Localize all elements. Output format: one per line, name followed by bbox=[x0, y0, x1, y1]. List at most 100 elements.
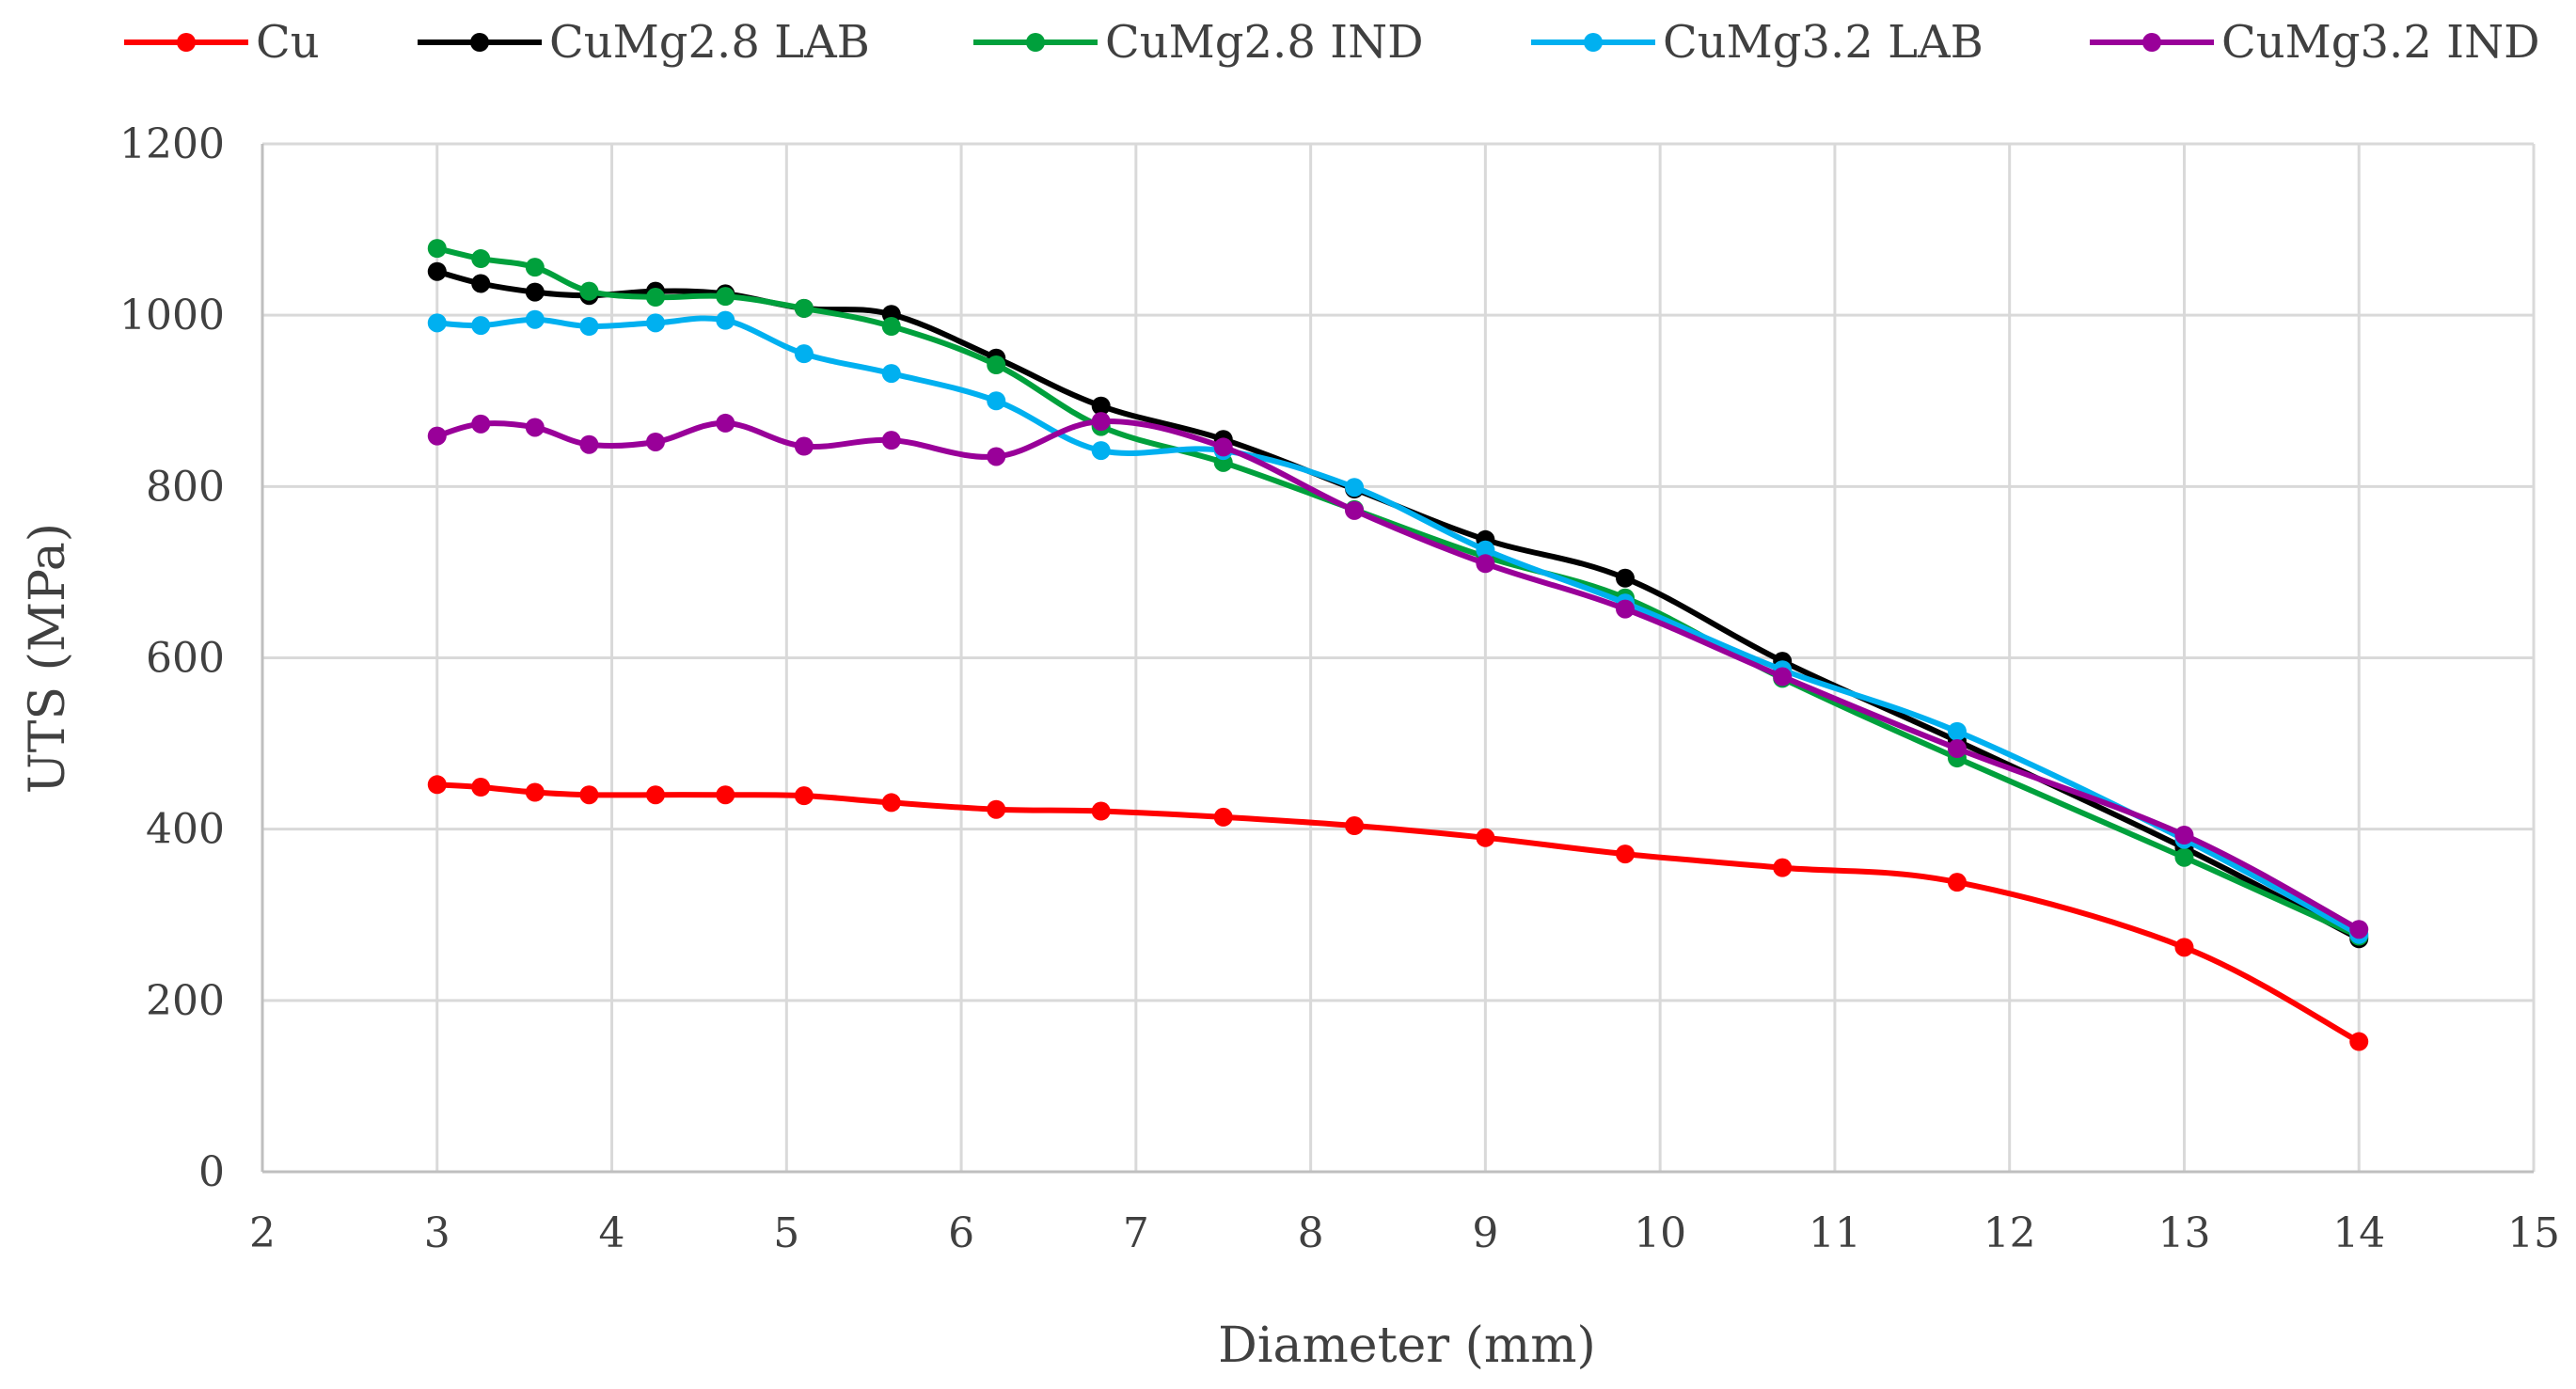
data-point-cumg2-8-ind bbox=[2174, 847, 2194, 867]
legend-item-cumg3-2-lab: CuMg3.2 LAB bbox=[1531, 16, 1983, 69]
data-point-cumg3-2-ind bbox=[1213, 437, 1233, 457]
grid bbox=[262, 142, 2536, 1172]
legend-marker-cumg2-8-lab bbox=[470, 33, 489, 52]
legend-item-cumg3-2-ind: CuMg3.2 IND bbox=[2090, 16, 2540, 69]
data-point-cumg3-2-ind bbox=[794, 436, 814, 456]
legend-label-cumg2-8-ind: CuMg2.8 IND bbox=[1105, 16, 1424, 69]
x-tick-label: 12 bbox=[1983, 1209, 2036, 1257]
data-point-cu bbox=[645, 785, 665, 805]
data-point-cu bbox=[579, 785, 599, 805]
legend-label-cumg3-2-lab: CuMg3.2 LAB bbox=[1663, 16, 1983, 69]
legend: Cu CuMg2.8 LAB CuMg2.8 IND CuMg3.2 LAB CuMg3… bbox=[124, 16, 2540, 69]
x-tick-label: 3 bbox=[424, 1209, 450, 1257]
data-point-cumg2-8-ind bbox=[471, 249, 491, 269]
data-point-cumg2-8-lab bbox=[1091, 396, 1111, 416]
data-point-cumg2-8-lab bbox=[525, 282, 545, 302]
x-tick-label: 11 bbox=[1809, 1209, 1861, 1257]
series-line-cumg3-2-lab bbox=[434, 315, 2363, 938]
legend-marker-cumg2-8-ind bbox=[1026, 33, 1045, 52]
x-tick-label: 14 bbox=[2332, 1209, 2385, 1257]
data-point-cumg2-8-lab bbox=[1616, 568, 1635, 588]
x-tick-label: 2 bbox=[249, 1209, 276, 1257]
x-tick-label: 9 bbox=[1472, 1209, 1498, 1257]
data-point-cu bbox=[1345, 816, 1365, 836]
data-point-cu bbox=[427, 775, 447, 795]
x-tick-label: 5 bbox=[773, 1209, 799, 1257]
series-line-cumg3-2-ind bbox=[434, 418, 2363, 933]
data-point-cumg3-2-ind bbox=[1345, 500, 1365, 520]
data-point-cumg2-8-ind bbox=[987, 355, 1006, 374]
data-point-cu bbox=[1476, 828, 1495, 847]
data-point-cumg3-2-lab bbox=[525, 309, 545, 329]
axes: 0 200 400 600 800 1000 1200 2 3 4 5 6 7 8 9 10 11 12 13 14 1… bbox=[119, 120, 2560, 1257]
data-point-cumg3-2-ind bbox=[471, 414, 491, 434]
series-line-cumg2-8-ind bbox=[434, 245, 2363, 939]
data-point-cu bbox=[1616, 844, 1635, 864]
data-point-cumg2-8-lab bbox=[427, 261, 447, 281]
data-point-cu bbox=[1213, 807, 1233, 827]
data-point-cu bbox=[525, 782, 545, 802]
legend-marker-cu bbox=[177, 33, 196, 52]
data-point-cumg3-2-lab bbox=[987, 391, 1006, 411]
data-point-cumg3-2-lab bbox=[471, 316, 491, 336]
data-point-cumg2-8-ind bbox=[794, 298, 814, 318]
x-tick-label: 7 bbox=[1123, 1209, 1149, 1257]
series-cumg2-8-ind bbox=[427, 239, 2369, 946]
y-axis-title: UTS (MPa) bbox=[20, 523, 76, 794]
series-cumg2-8-lab bbox=[427, 261, 2369, 949]
data-point-cumg3-2-ind bbox=[716, 413, 735, 433]
data-point-cu bbox=[716, 785, 735, 805]
data-point-cumg2-8-ind bbox=[716, 287, 735, 307]
data-point-cumg3-2-lab bbox=[881, 364, 901, 384]
series-line-cu bbox=[434, 781, 2363, 1045]
data-point-cu bbox=[2174, 938, 2194, 957]
legend-marker-cumg3-2-ind bbox=[2142, 33, 2161, 52]
legend-label-cu: Cu bbox=[256, 16, 320, 69]
x-axis-title: Diameter (mm) bbox=[1218, 1318, 1596, 1374]
y-tick-label: 400 bbox=[146, 806, 225, 854]
legend-item-cu: Cu bbox=[124, 16, 320, 69]
data-point-cumg3-2-ind bbox=[1616, 599, 1635, 619]
data-point-cumg2-8-ind bbox=[645, 288, 665, 308]
data-point-cu bbox=[987, 799, 1006, 819]
data-point-cumg3-2-lab bbox=[1947, 721, 1967, 741]
data-point-cumg3-2-lab bbox=[579, 317, 599, 337]
y-tick-label: 1200 bbox=[119, 120, 225, 168]
data-point-cumg3-2-lab bbox=[427, 313, 447, 333]
data-point-cumg3-2-ind bbox=[987, 447, 1006, 466]
x-tick-label: 15 bbox=[2507, 1209, 2560, 1257]
legend-label-cumg3-2-ind: CuMg3.2 IND bbox=[2221, 16, 2540, 69]
y-tick-label: 1000 bbox=[119, 292, 225, 339]
data-point-cumg3-2-ind bbox=[1947, 739, 1967, 759]
data-point-cu bbox=[1947, 873, 1967, 892]
data-point-cu bbox=[1091, 801, 1111, 821]
data-point-cumg3-2-ind bbox=[881, 431, 901, 450]
y-tick-label: 800 bbox=[146, 463, 225, 511]
series-line-cumg2-8-lab bbox=[434, 268, 2363, 942]
data-point-cu bbox=[794, 786, 814, 806]
data-point-cumg3-2-lab bbox=[794, 344, 814, 364]
data-point-cumg3-2-ind bbox=[1773, 667, 1793, 687]
y-tick-label: 0 bbox=[198, 1148, 225, 1196]
legend-marker-cumg3-2-lab bbox=[1584, 33, 1603, 52]
data-point-cumg3-2-lab bbox=[645, 313, 665, 333]
data-point-cumg3-2-ind bbox=[427, 426, 447, 446]
data-point-cumg3-2-ind bbox=[645, 432, 665, 451]
data-point-cumg2-8-ind bbox=[525, 258, 545, 277]
data-point-cumg3-2-ind bbox=[2174, 826, 2194, 845]
y-tick-label: 600 bbox=[146, 635, 225, 683]
legend-item-cumg2-8-lab: CuMg2.8 LAB bbox=[418, 16, 870, 69]
data-point-cu bbox=[2349, 1032, 2369, 1051]
data-point-cumg2-8-ind bbox=[881, 317, 901, 337]
data-point-cumg2-8-ind bbox=[427, 239, 447, 259]
data-point-cu bbox=[471, 778, 491, 797]
data-point-cumg3-2-ind bbox=[579, 434, 599, 454]
series-cumg3-2-ind bbox=[427, 412, 2369, 939]
data-point-cu bbox=[1773, 858, 1793, 877]
x-tick-label: 10 bbox=[1634, 1209, 1686, 1257]
data-point-cumg3-2-ind bbox=[525, 418, 545, 437]
x-tick-label: 8 bbox=[1298, 1209, 1324, 1257]
data-point-cumg3-2-lab bbox=[1476, 540, 1495, 560]
